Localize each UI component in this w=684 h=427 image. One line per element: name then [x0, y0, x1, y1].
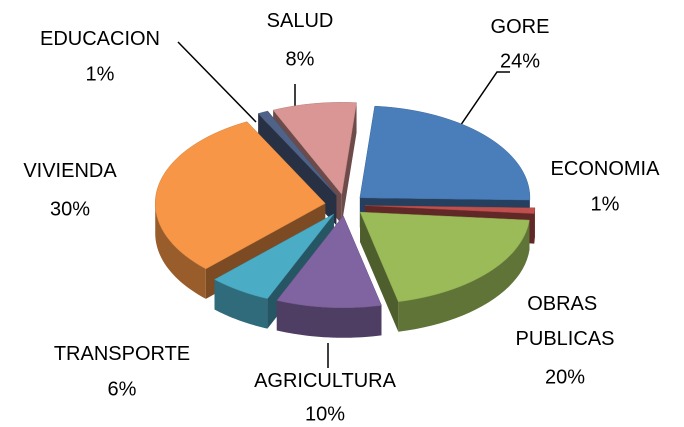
category-label: ECONOMIA — [551, 158, 661, 180]
value-label: 30% — [50, 198, 90, 220]
slice-side — [534, 207, 535, 244]
label-line: PUBLICAS — [516, 328, 615, 350]
slice — [276, 215, 382, 338]
slice-side — [398, 220, 530, 332]
value-label: 10% — [305, 403, 345, 425]
value-label: 6% — [108, 378, 137, 400]
category-label: SALUD — [267, 10, 334, 32]
slice-top — [359, 211, 530, 303]
slice-side — [214, 279, 268, 329]
value-label: 1% — [591, 193, 620, 215]
category-label: GORE — [491, 16, 550, 38]
category-label: VIVIENDA — [23, 160, 117, 182]
slice-top — [359, 105, 531, 201]
slice-side — [276, 300, 382, 338]
label-line: EDUCACION — [40, 28, 160, 50]
slice-edge — [341, 102, 357, 225]
label-line: ECONOMIA — [551, 158, 661, 180]
slice-top — [257, 110, 337, 196]
slice-edge — [360, 212, 399, 332]
category-label: OBRAS PUBLICAS — [516, 293, 615, 350]
slice-side — [155, 203, 206, 299]
label-line: VIVIENDA — [23, 160, 117, 182]
value-label: 8% — [286, 48, 315, 70]
category-label: AGRICULTURA — [254, 370, 397, 392]
slice — [359, 211, 530, 332]
label-line: AGRICULTURA — [254, 370, 397, 392]
label-line: OBRAS — [527, 293, 603, 315]
category-label: TRANSPORTE — [54, 343, 190, 365]
slice-top — [276, 215, 382, 309]
label-line: SALUD — [267, 10, 334, 32]
slice-top — [272, 102, 357, 195]
leader-lines — [177, 41, 510, 368]
value-label: 20% — [545, 366, 585, 388]
value-label: 1% — [86, 63, 115, 85]
slice-top — [364, 205, 536, 214]
slice-top — [154, 121, 326, 270]
label-line: GORE — [491, 16, 550, 38]
label-line: TRANSPORTE — [54, 343, 190, 365]
slice-top — [213, 213, 335, 299]
category-label: EDUCACION — [40, 28, 160, 50]
leader-line — [177, 41, 257, 123]
leader-line — [455, 71, 510, 133]
value-label: 24% — [500, 50, 540, 72]
